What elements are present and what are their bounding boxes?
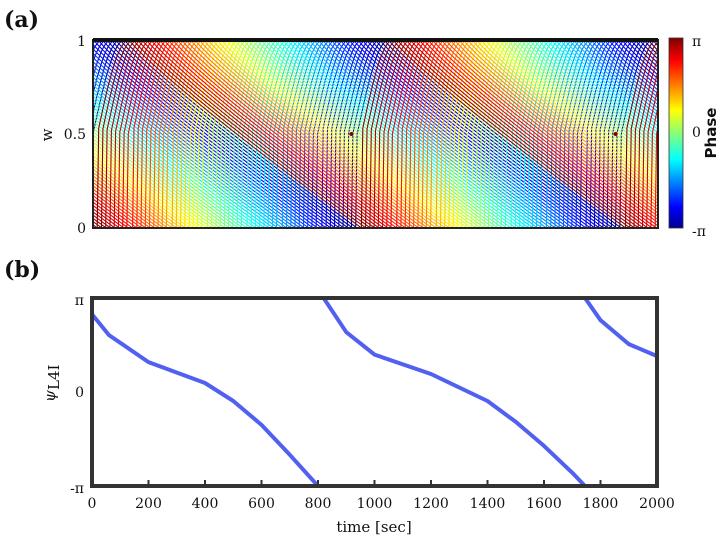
colorbar-tick-0: 0 [692, 125, 701, 141]
panel-b-xtick-label-6: 1200 [413, 496, 449, 512]
colorbar: π 0 -π Phase [668, 34, 720, 240]
phase-trace-47 [93, 40, 658, 228]
phase-trace-43 [93, 40, 658, 228]
panel-b-xtick-label-4: 800 [305, 496, 332, 512]
panel-b-label: (b) [4, 257, 40, 283]
panel-b-ytick-minus-pi: -π [70, 481, 84, 497]
phase-trace-52 [93, 40, 658, 228]
panel-b-ytick-pi: π [75, 293, 84, 309]
panel-a-label: (a) [4, 7, 39, 33]
phase-trace-58 [93, 40, 658, 228]
phase-trace-59 [93, 40, 658, 228]
phase-trace-23 [93, 40, 658, 228]
panel-b-frame [90, 296, 659, 488]
panel-b-xticks: 0 200 400 600 800 1000 1200 1400 1600 1800 2000 [88, 480, 675, 512]
phase-trace-44 [93, 40, 658, 228]
phase-trace-25 [93, 40, 658, 228]
panel-b-xtick-label-1: 200 [135, 496, 162, 512]
colorbar-gradient [668, 37, 684, 229]
panel-b-xtick-label-2: 400 [192, 496, 219, 512]
phase-trace-51 [93, 40, 658, 228]
phase-trace-24 [93, 40, 658, 228]
phase-trace-49 [93, 40, 658, 228]
panel-b-ylabel: ψ L4I [41, 364, 63, 402]
phase-trace-54 [93, 40, 658, 228]
colorbar-tick-pi: π [692, 34, 701, 50]
phase-trace-55 [93, 40, 658, 228]
phase-trace-38 [93, 40, 658, 228]
phase-trace-18 [93, 40, 658, 228]
phase-trace-57 [93, 40, 658, 228]
panel-b-xlabel: time [sec] [336, 518, 411, 536]
psi-series-2 [583, 298, 657, 359]
psi-series-1 [321, 298, 587, 486]
panel-a-ytick-0: 0 [77, 221, 86, 237]
phase-trace-48 [93, 40, 658, 228]
panel-b-xtick-label-9: 1800 [583, 496, 619, 512]
panel-b-xtick-label-10: 2000 [639, 496, 675, 512]
rise-peak-1 [613, 132, 618, 136]
panel-b-xtick-label-7: 1400 [470, 496, 506, 512]
panel-a-lines [93, 40, 658, 228]
phase-trace-13 [93, 40, 658, 228]
panel-a-ytick-05: 0.5 [64, 127, 86, 143]
panel-a: 1 0.5 0 w [38, 34, 659, 237]
panel-a-ylabel: w [38, 128, 56, 141]
phase-trace-56 [93, 40, 658, 228]
phase-trace-40 [93, 40, 658, 228]
rise-peak-0 [349, 132, 354, 136]
panel-b-ytick-0: 0 [75, 385, 84, 401]
phase-trace-39 [93, 40, 658, 228]
panel-b: 0 200 400 600 800 1000 1200 1400 1600 1800 2000 π … [41, 293, 675, 536]
panel-b-xtick-label-0: 0 [88, 496, 97, 512]
phase-trace-22 [93, 40, 658, 228]
psi-series-0 [92, 312, 320, 486]
colorbar-label: Phase [702, 108, 720, 159]
colorbar-tick-minus-pi: -π [692, 224, 706, 240]
panel-b-lines [92, 298, 657, 486]
panel-b-xtick-label-5: 1000 [357, 496, 393, 512]
phase-trace-50 [93, 40, 658, 228]
panel-a-ytick-1: 1 [77, 34, 86, 50]
phase-trace-53 [93, 40, 658, 228]
panel-b-xtick-label-8: 1600 [526, 496, 562, 512]
panel-b-ylabel-sub: L4I [45, 364, 63, 390]
panel-b-xtick-label-3: 600 [248, 496, 275, 512]
panel-b-ylabel-main: ψ [41, 390, 59, 402]
phase-trace-17 [93, 40, 658, 228]
